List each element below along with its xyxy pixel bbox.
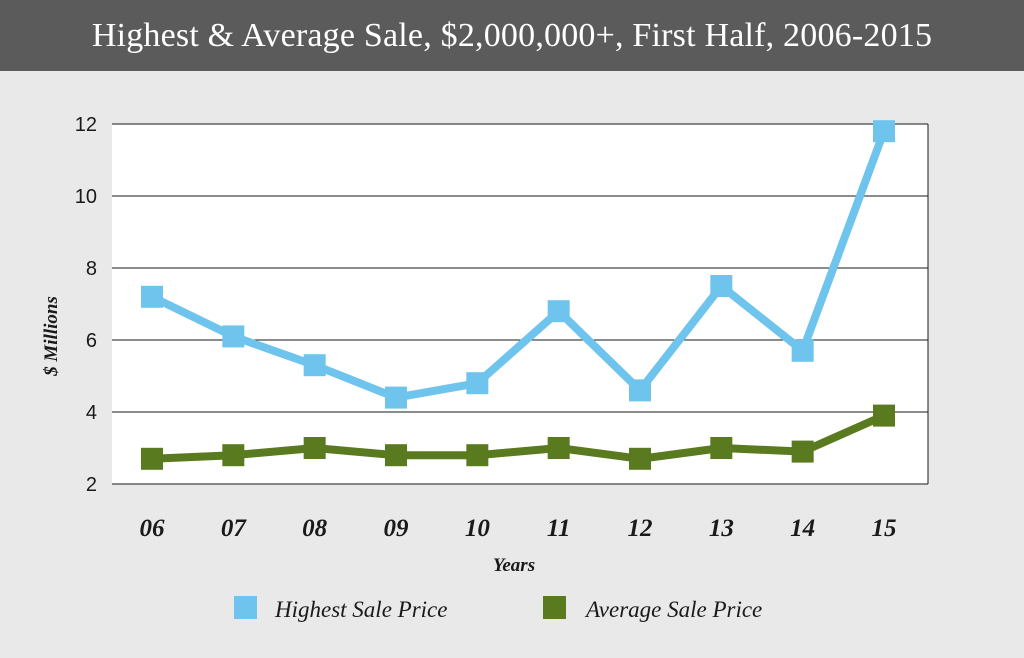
x-tick-label: 13 xyxy=(709,515,734,542)
data-point xyxy=(547,300,570,323)
y-tick-label: 4 xyxy=(86,402,97,424)
x-axis-label: Years xyxy=(493,555,535,576)
data-point xyxy=(710,275,733,297)
legend-label: Highest Sale Price xyxy=(274,597,447,622)
line-chart: 2 4 6 8 10 12 06 07 08 09 10 11 12 13 14 15 $ Millions… xyxy=(41,114,929,622)
x-tick-label: 07 xyxy=(221,515,248,542)
series-line-0 xyxy=(150,129,888,402)
series-line-1 xyxy=(151,411,886,463)
data-point xyxy=(873,120,895,143)
x-tick-labels: 06 07 08 09 10 11 12 13 14 15 xyxy=(140,515,897,542)
data-point xyxy=(629,379,651,402)
legend-label: Average Sale Price xyxy=(584,597,762,622)
x-tick-label: 14 xyxy=(790,515,815,542)
data-point xyxy=(222,444,245,467)
data-point xyxy=(141,285,163,308)
series-group xyxy=(141,120,895,470)
data-point xyxy=(466,372,489,395)
y-tick-label: 6 xyxy=(86,330,97,352)
x-tick-label: 08 xyxy=(302,515,328,542)
data-point xyxy=(385,444,407,467)
y-tick-label: 12 xyxy=(75,114,97,136)
data-point xyxy=(466,444,489,467)
data-point xyxy=(141,447,163,470)
data-point xyxy=(873,404,895,427)
data-point xyxy=(629,447,651,470)
x-tick-label: 12 xyxy=(628,515,653,542)
x-tick-label: 11 xyxy=(547,515,571,542)
data-point xyxy=(303,437,326,459)
legend: Highest Sale Price Average Sale Price xyxy=(234,596,762,622)
chart-title: Highest & Average Sale, $2,000,000+, Fir… xyxy=(91,16,933,54)
title-bar: Highest & Average Sale, $2,000,000+, Fir… xyxy=(0,0,1024,71)
legend-swatch xyxy=(234,596,257,619)
data-point xyxy=(791,339,814,362)
x-tick-label: 15 xyxy=(872,515,897,542)
data-point xyxy=(385,386,407,409)
chart-area: 2 4 6 8 10 12 06 07 08 09 10 11 12 13 14 15 $ Millions… xyxy=(0,71,1024,653)
data-point xyxy=(791,440,814,463)
data-point xyxy=(547,437,570,459)
y-tick-label: 8 xyxy=(86,258,97,280)
y-tick-label: 2 xyxy=(86,474,97,496)
x-tick-label: 06 xyxy=(140,515,166,542)
legend-swatch xyxy=(543,596,566,619)
y-axis-label: $ Millions xyxy=(41,296,62,377)
data-point xyxy=(303,354,326,377)
data-point xyxy=(710,437,733,459)
x-tick-label: 09 xyxy=(384,515,410,542)
x-tick-label: 10 xyxy=(465,515,491,542)
plot-background xyxy=(112,124,928,484)
y-tick-label: 10 xyxy=(75,186,97,208)
data-point xyxy=(222,325,245,348)
y-tick-labels: 2 4 6 8 10 12 xyxy=(75,114,97,496)
